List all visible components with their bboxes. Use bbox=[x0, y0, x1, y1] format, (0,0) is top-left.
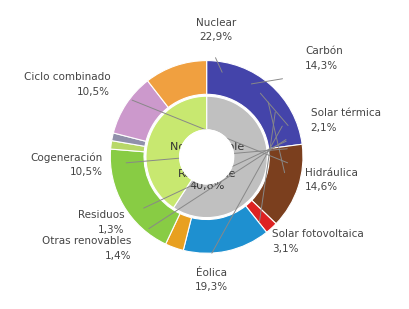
Wedge shape bbox=[110, 149, 180, 244]
Text: Éolica: Éolica bbox=[196, 268, 227, 278]
Wedge shape bbox=[173, 96, 267, 218]
Text: Residuos: Residuos bbox=[78, 210, 124, 220]
Text: 1,4%: 1,4% bbox=[105, 251, 131, 261]
Wedge shape bbox=[110, 141, 144, 152]
Wedge shape bbox=[206, 61, 301, 149]
Text: Nuclear: Nuclear bbox=[196, 18, 236, 28]
Wedge shape bbox=[165, 214, 191, 250]
Text: 2,1%: 2,1% bbox=[310, 123, 336, 133]
Text: 10,5%: 10,5% bbox=[77, 87, 110, 97]
Text: Ciclo combinado: Ciclo combinado bbox=[24, 72, 110, 83]
Text: 22,9%: 22,9% bbox=[199, 32, 232, 42]
Text: Renovable: Renovable bbox=[177, 169, 235, 179]
Wedge shape bbox=[183, 206, 266, 253]
Text: No renovable: No renovable bbox=[169, 142, 243, 152]
Text: 10,5%: 10,5% bbox=[70, 167, 102, 177]
Wedge shape bbox=[245, 200, 275, 232]
Text: 59,2%: 59,2% bbox=[189, 156, 224, 166]
Text: Hidráulica: Hidráulica bbox=[304, 168, 357, 178]
Wedge shape bbox=[147, 61, 206, 108]
Text: 14,3%: 14,3% bbox=[304, 61, 337, 71]
Text: Solar fotovoltaica: Solar fotovoltaica bbox=[272, 230, 363, 239]
Text: Carbón: Carbón bbox=[304, 46, 342, 57]
Text: 3,1%: 3,1% bbox=[272, 244, 298, 254]
Text: 14,6%: 14,6% bbox=[304, 182, 337, 192]
Wedge shape bbox=[146, 96, 206, 208]
Wedge shape bbox=[113, 81, 168, 141]
Wedge shape bbox=[111, 133, 146, 146]
Text: Solar térmica: Solar térmica bbox=[310, 108, 380, 118]
Circle shape bbox=[179, 130, 233, 184]
Text: Cogeneración: Cogeneración bbox=[30, 152, 102, 163]
Text: 1,3%: 1,3% bbox=[98, 225, 124, 235]
Text: 40,8%: 40,8% bbox=[189, 181, 224, 191]
Text: Otras renovables: Otras renovables bbox=[42, 236, 131, 246]
Wedge shape bbox=[251, 144, 302, 224]
Text: 19,3%: 19,3% bbox=[194, 282, 227, 292]
